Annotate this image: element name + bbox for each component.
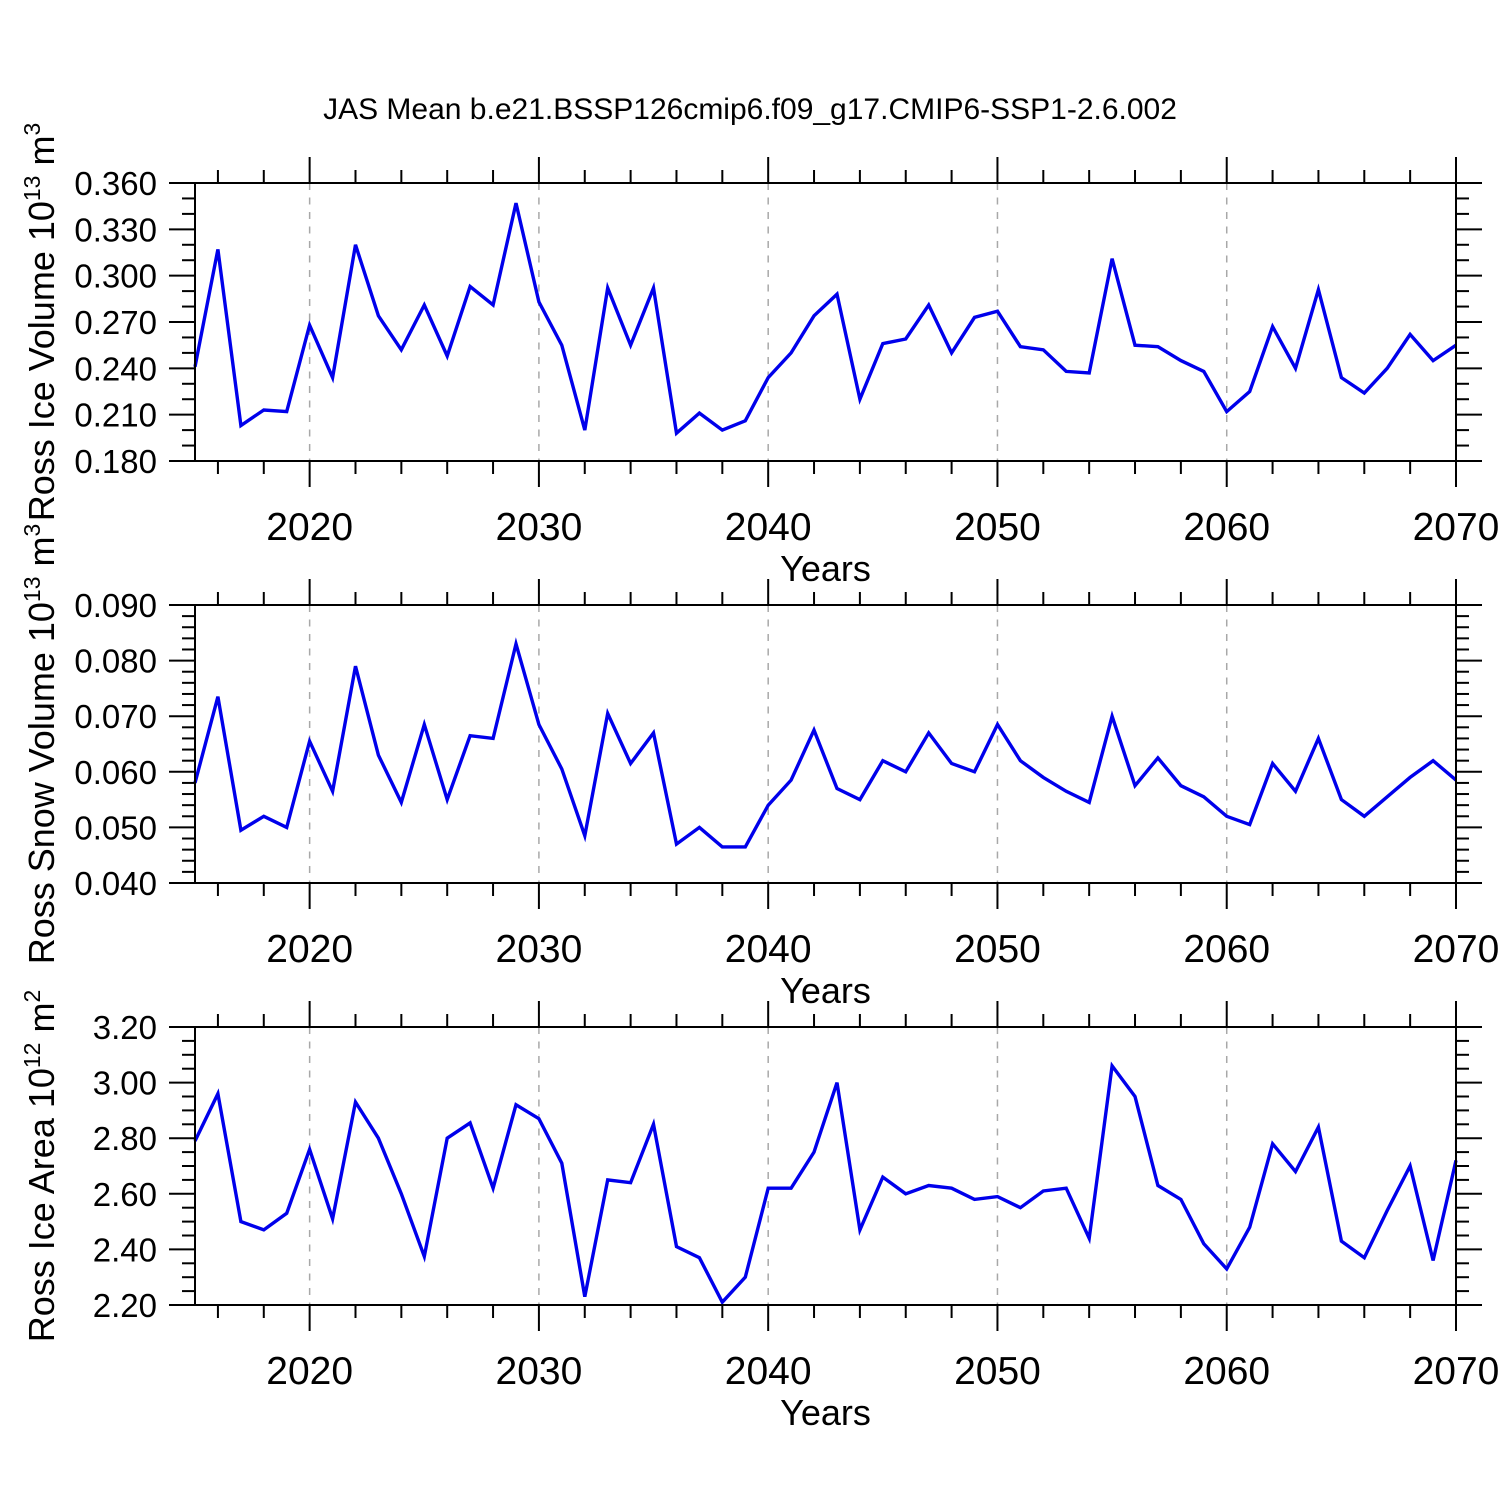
x-tick-label: 2040 [725, 506, 812, 549]
y-tick-label: 3.20 [93, 1009, 157, 1046]
y-tick-label: 3.00 [93, 1065, 157, 1102]
y-axis-title-part: Ross Ice Area 10 [21, 1068, 62, 1342]
page-title: JAS Mean b.e21.BSSP126cmip6.f09_g17.CMIP… [323, 93, 1177, 126]
y-tick-label: 0.330 [74, 211, 157, 248]
y-axis-title-part: m [21, 136, 62, 176]
x-tick-label: 2050 [954, 928, 1041, 971]
x-tick-label: 2060 [1183, 928, 1270, 971]
y-axis-title-part: Ross Ice Volume 10 [21, 201, 62, 521]
y-axis-title-sup: 13 [19, 577, 45, 603]
x-tick-label: 2030 [496, 1350, 583, 1393]
y-axis-title-part: m [21, 537, 62, 577]
x-tick-label: 2050 [954, 1350, 1041, 1393]
subplot-2: 0.040 0.050 0.060 0.070 0.080 0.090 2020 2030 20… [19, 524, 1499, 1011]
x-tick-label: 2060 [1183, 506, 1270, 549]
y-tick-label: 2.20 [93, 1287, 157, 1324]
x-tick-label: 2070 [1413, 928, 1500, 971]
y-tick-label: 0.040 [74, 865, 157, 902]
y-tick-label: 0.360 [74, 165, 157, 202]
data-line [193, 637, 1458, 849]
y-tick-label: 0.070 [74, 698, 157, 735]
data-line [193, 1061, 1458, 1306]
x-tick-label: 2060 [1183, 1350, 1270, 1393]
x-tick-label: 2030 [496, 928, 583, 971]
y-axis-title-sup: 2 [19, 990, 45, 1003]
y-tick-label: 2.80 [93, 1120, 157, 1157]
x-axis-title: Years [780, 970, 871, 1011]
x-tick-label: 2070 [1413, 506, 1500, 549]
y-tick-label: 0.080 [74, 643, 157, 680]
subplot-1: 0.180 0.210 0.240 0.270 0.300 0.330 0.360 2020 2… [19, 123, 1499, 589]
y-tick-label: 0.270 [74, 304, 157, 341]
y-tick-label: 0.050 [74, 809, 157, 846]
x-tick-label: 2040 [725, 1350, 812, 1393]
x-axis-title: Years [780, 548, 871, 589]
y-axis-title: Ross Snow Volume 1013 m3 [19, 524, 62, 965]
subplot-3: 2.20 2.40 2.60 2.80 3.00 3.20 2020 2030 2040 2050… [19, 990, 1499, 1433]
y-axis-title-part: Ross Snow Volume 10 [21, 602, 62, 964]
y-axis-title-sup: 3 [19, 524, 45, 537]
y-tick-label: 2.60 [93, 1176, 157, 1213]
y-tick-label: 0.300 [74, 258, 157, 295]
y-axis-title: Ross Ice Area 1012 m2 [19, 990, 62, 1343]
y-tick-label: 0.090 [74, 587, 157, 624]
x-tick-label: 2020 [266, 1350, 353, 1393]
data-line [193, 202, 1457, 437]
y-axis-title-part: m [21, 1003, 62, 1043]
x-tick-label: 2070 [1413, 1350, 1500, 1393]
y-axis-title-sup: 12 [19, 1043, 45, 1069]
x-tick-label: 2020 [266, 506, 353, 549]
y-tick-label: 0.180 [74, 443, 157, 480]
x-tick-label: 2050 [954, 506, 1041, 549]
y-tick-label: 0.210 [74, 397, 157, 434]
x-tick-label: 2030 [496, 506, 583, 549]
y-axis-title-sup: 3 [19, 123, 45, 136]
y-tick-label: 2.40 [93, 1231, 157, 1268]
y-axis-title-sup: 13 [19, 176, 45, 202]
y-tick-label: 0.240 [74, 350, 157, 387]
y-tick-label: 0.060 [74, 754, 157, 791]
x-axis-title: Years [780, 1392, 871, 1433]
y-axis-title: Ross Ice Volume 1013 m3 [19, 123, 62, 522]
x-tick-label: 2040 [725, 928, 812, 971]
x-tick-label: 2020 [266, 928, 353, 971]
